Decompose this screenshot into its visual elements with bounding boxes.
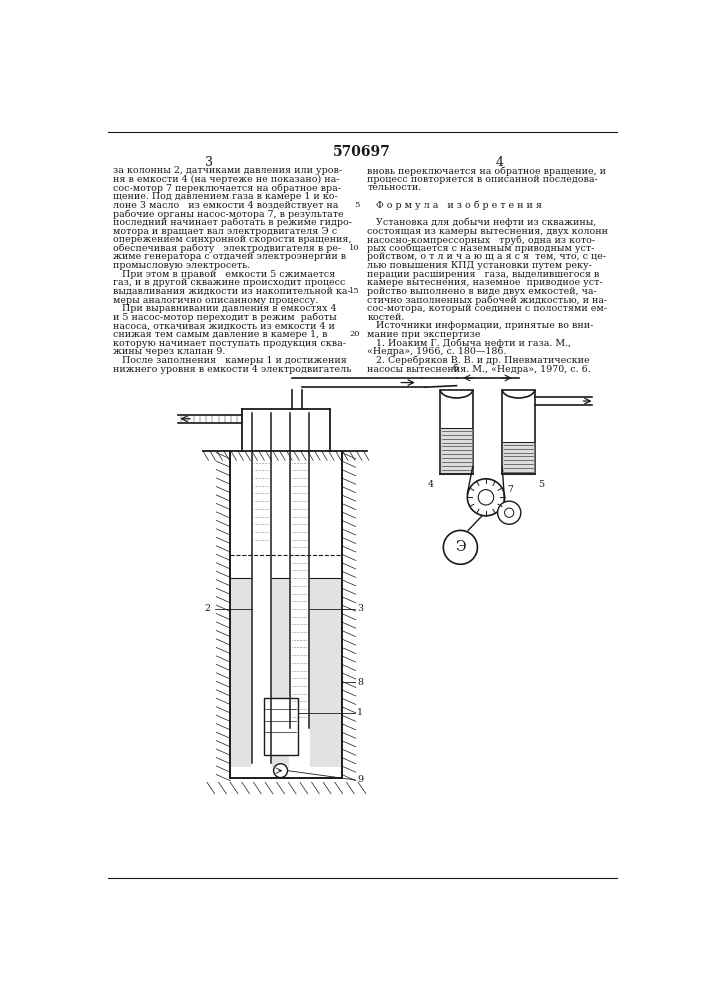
Text: 570697: 570697 [333,145,391,159]
Text: насоса, откачивая жидкость из емкости 4 и: насоса, откачивая жидкость из емкости 4 … [113,321,335,330]
Text: 4: 4 [428,480,434,489]
Text: 20: 20 [349,330,360,338]
Text: стично заполненных рабочей жидкостью, и на-: стично заполненных рабочей жидкостью, и … [368,296,607,305]
Text: 5: 5 [354,201,360,209]
Text: ройство выполнено в виде двух емкостей, ча-: ройство выполнено в виде двух емкостей, … [368,287,597,296]
Text: сос-мотор 7 переключается на обратное вра-: сос-мотор 7 переключается на обратное вр… [113,183,341,193]
Text: рабочие органы насос-мотора 7, в результате: рабочие органы насос-мотора 7, в результ… [113,209,344,219]
Text: камере вытеснения, наземное  приводное уст-: камере вытеснения, наземное приводное ус… [368,278,603,287]
Bar [502,389,534,474]
Text: «Недра», 1966, с. 180—186.: «Недра», 1966, с. 180—186. [368,347,507,356]
Text: перации расширения   газа, выделившегося в: перации расширения газа, выделившегося в [368,270,600,279]
Text: Установка для добычи нефти из скважины,: Установка для добычи нефти из скважины, [368,218,597,227]
Circle shape [498,501,521,524]
Text: Э: Э [455,540,466,554]
Text: При выравнивании давления в емкостях 4: При выравнивании давления в емкостях 4 [113,304,337,313]
Text: Ф о р м у л а   и з о б р е т е н и я: Ф о р м у л а и з о б р е т е н и я [368,201,542,210]
Circle shape [443,530,477,564]
Text: и 5 насос-мотор переходит в режим  работы: и 5 насос-мотор переходит в режим работы [113,313,337,322]
Text: обеспечивая работу   электродвигателя в ре-: обеспечивая работу электродвигателя в ре… [113,244,341,253]
Text: лью повышения КПД установки путем реку-: лью повышения КПД установки путем реку- [368,261,592,270]
Text: б: б [452,364,458,373]
Bar [231,578,251,767]
Circle shape [478,490,493,505]
Bar [310,578,341,767]
Text: ня в емкости 4 (на чертеже не показано) на-: ня в емкости 4 (на чертеже не показано) … [113,175,339,184]
Text: мание при экспертизе: мание при экспертизе [368,330,481,339]
Text: мотора и вращает вал электродвигателя Э с: мотора и вращает вал электродвигателя Э … [113,227,337,236]
Text: жины через клапан 9.: жины через клапан 9. [113,347,226,356]
Text: тельности.: тельности. [368,183,421,192]
Text: жиме генератора с отдачей электроэнергии в: жиме генератора с отдачей электроэнергии… [113,252,346,261]
Text: 5: 5 [539,480,545,489]
Text: 4: 4 [495,156,503,169]
Text: 9: 9 [357,775,363,784]
Text: лоне 3 масло   из емкости 4 воздействует на: лоне 3 масло из емкости 4 воздействует н… [113,201,339,210]
Bar [440,389,473,474]
Text: которую начинает поступать продукция сква-: которую начинает поступать продукция скв… [113,339,346,348]
Bar [264,698,298,755]
Text: меры аналогично описанному процессу.: меры аналогично описанному процессу. [113,296,319,305]
Bar [272,578,289,767]
Text: состоящая из камеры вытеснения, двух колонн: состоящая из камеры вытеснения, двух кол… [368,227,609,236]
Text: Источники информации, принятые во вни-: Источники информации, принятые во вни- [368,321,594,330]
Text: После заполнения   камеры 1 и достижения: После заполнения камеры 1 и достижения [113,356,347,365]
Text: нижнего уровня в емкости 4 электродвигатель: нижнего уровня в емкости 4 электродвигат… [113,365,351,374]
Text: костей.: костей. [368,313,404,322]
Text: газ, и в другой скважине происходит процесс: газ, и в другой скважине происходит проц… [113,278,346,287]
Circle shape [274,764,288,778]
Text: сос-мотора, который соединен с полостями ем-: сос-мотора, который соединен с полостями… [368,304,607,313]
Text: 7: 7 [508,485,514,494]
Text: промысловую электросеть.: промысловую электросеть. [113,261,250,270]
Text: 8: 8 [357,678,363,687]
Circle shape [467,479,505,516]
Text: 1: 1 [357,708,363,717]
Text: последний начинает работать в режиме гидро-: последний начинает работать в режиме гид… [113,218,352,227]
Text: щение. Под давлением газа в камере 1 и ко-: щение. Под давлением газа в камере 1 и к… [113,192,338,201]
Text: При этом в правой   емкости 5 сжимается: При этом в правой емкости 5 сжимается [113,270,335,279]
Text: рых сообщается с наземным приводным уст-: рых сообщается с наземным приводным уст- [368,244,595,253]
Circle shape [505,508,514,517]
Text: за колонны 2, датчиками давления или уров-: за колонны 2, датчиками давления или уро… [113,166,342,175]
Text: 10: 10 [349,244,360,252]
Text: вновь переключается на обратное вращение, и: вновь переключается на обратное вращение… [368,166,607,176]
Text: 2. Серебряков В. В. и др. Пневматические: 2. Серебряков В. В. и др. Пневматические [368,356,590,365]
Text: снижая тем самым давление в камере 1, в: снижая тем самым давление в камере 1, в [113,330,327,339]
Text: процесс повторяется в описанной последова-: процесс повторяется в описанной последов… [368,175,598,184]
Text: 15: 15 [349,287,360,295]
Text: 3: 3 [357,604,363,613]
Text: 3: 3 [204,156,213,169]
Text: опережением синхронной скорости вращения,: опережением синхронной скорости вращения… [113,235,351,244]
Text: 2: 2 [205,604,211,613]
Text: ройством, о т л и ч а ю щ а я с я  тем, что, с це-: ройством, о т л и ч а ю щ а я с я тем, ч… [368,252,607,261]
Text: насосы вытеснения. М., «Недра», 1970, с. 6.: насосы вытеснения. М., «Недра», 1970, с.… [368,365,591,374]
Text: насосно-компрессорных   труб, одна из кото-: насосно-компрессорных труб, одна из кото… [368,235,595,245]
Text: выдавливания жидкости из накопительной ка-: выдавливания жидкости из накопительной к… [113,287,351,296]
Text: 1. Иоаким Г. Добыча нефти и газа. М.,: 1. Иоаким Г. Добыча нефти и газа. М., [368,339,571,348]
